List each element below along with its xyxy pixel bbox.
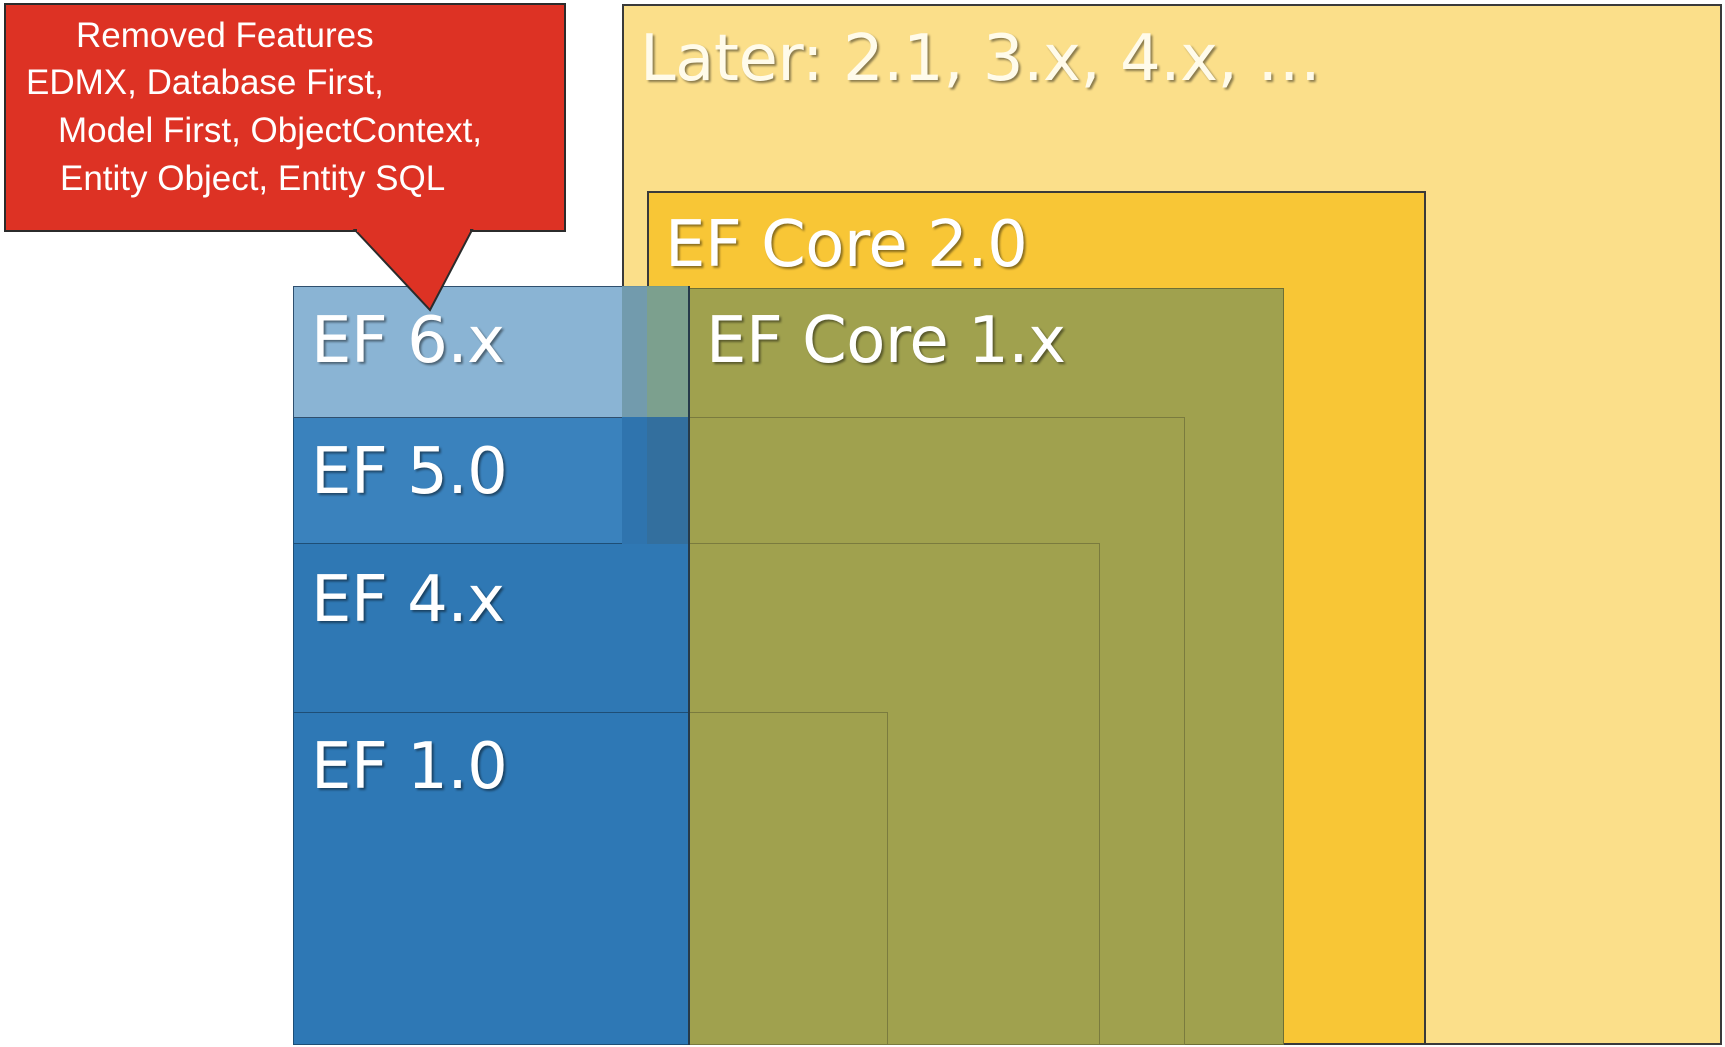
callout-line-3: Model First, ObjectContext, bbox=[58, 111, 483, 150]
ef-core-2-label: EF Core 2.0 bbox=[665, 208, 1028, 282]
callout-line-1: Removed Features bbox=[76, 16, 374, 55]
blue-olive-divider bbox=[688, 286, 690, 1045]
ef-1-label: EF 1.0 bbox=[311, 730, 508, 804]
callout-line-2: EDMX, Database First, bbox=[26, 63, 384, 102]
overlap-strip-ef5-core2 bbox=[647, 417, 689, 544]
ef-5-label: EF 5.0 bbox=[311, 435, 508, 509]
overlap-strip-ef6-core2 bbox=[647, 286, 689, 418]
overlap-strip-ef6 bbox=[622, 286, 647, 418]
removed-features-callout bbox=[4, 3, 566, 232]
overlap-strip-ef5 bbox=[622, 417, 647, 544]
ef-1-box bbox=[293, 712, 689, 1045]
ef-4-label: EF 4.x bbox=[311, 563, 505, 637]
ef-core-1-label: EF Core 1.x bbox=[706, 304, 1066, 378]
ef-6-label: EF 6.x bbox=[311, 304, 505, 378]
later-versions-label: Later: 2.1, 3.x, 4.x, … bbox=[640, 22, 1321, 96]
callout-line-4: Entity Object, Entity SQL bbox=[60, 159, 446, 198]
